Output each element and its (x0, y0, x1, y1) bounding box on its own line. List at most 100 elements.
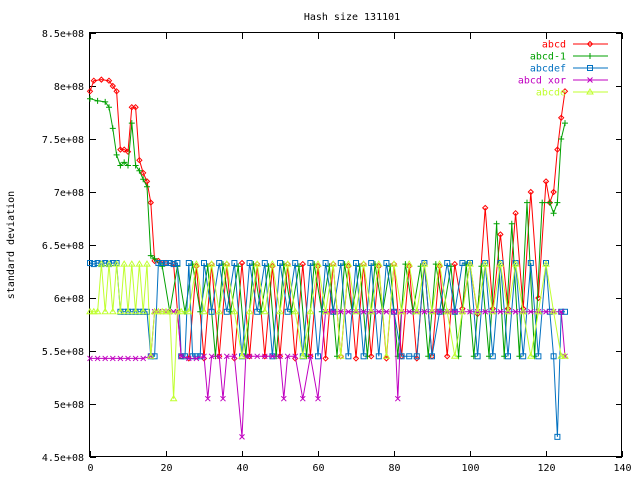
data-point-triangle (93, 307, 102, 315)
y-tick-label: 7e+08 (54, 188, 84, 199)
data-point-plus (524, 199, 530, 206)
data-point-triangle (443, 307, 452, 315)
data-point-square (587, 65, 593, 71)
data-point-square (208, 308, 215, 315)
series-line (89, 79, 566, 360)
data-point-triangle (390, 260, 398, 267)
data-point-diamond (139, 169, 147, 177)
data-point-plus (117, 162, 124, 169)
data-point-triangle (473, 307, 482, 315)
data-point-plus (587, 53, 593, 59)
data-point-diamond (561, 88, 569, 95)
data-point-square (562, 308, 568, 315)
data-point-cross (375, 308, 382, 315)
legend-label: abcdef (530, 64, 566, 75)
data-point-plus (364, 353, 371, 360)
data-point-plus (102, 98, 109, 105)
data-point-diamond (132, 103, 139, 111)
legend-label: abcd (542, 40, 566, 51)
data-point-plus (562, 120, 568, 127)
data-point-square (322, 260, 329, 267)
data-point-square (90, 261, 97, 268)
data-point-square (201, 260, 207, 267)
data-point-cross (246, 353, 253, 360)
data-point-cross (527, 308, 534, 315)
data-point-diamond (557, 114, 565, 122)
data-point-cross (239, 434, 245, 440)
y-tick-label: 5.5e+08 (42, 347, 84, 358)
data-point-triangle (561, 352, 569, 359)
data-point-diamond (554, 146, 561, 153)
data-point-diamond (481, 204, 489, 212)
data-point-diamond (98, 76, 105, 83)
data-point-square (87, 260, 93, 267)
data-point-cross (216, 353, 223, 360)
data-point-diamond (314, 262, 322, 270)
data-point-plus (470, 353, 477, 360)
data-point-plus (448, 263, 454, 270)
data-point-diamond (269, 262, 276, 270)
data-point-square (368, 260, 375, 267)
data-point-cross (307, 353, 314, 360)
data-point-plus (508, 220, 515, 227)
data-point-diamond (586, 40, 594, 48)
data-point-square (170, 261, 177, 268)
data-point-plus (87, 95, 93, 102)
data-point-triangle (135, 260, 144, 267)
x-tick-label: 80 (388, 463, 400, 474)
data-point-cross (497, 308, 504, 315)
data-point-triangle (215, 307, 224, 315)
data-point-triangle (276, 307, 284, 315)
data-point-diamond (246, 353, 253, 360)
data-point-triangle (184, 307, 193, 315)
data-point-square (307, 260, 314, 267)
data-point-triangle (124, 307, 132, 315)
data-point-triangle (192, 260, 201, 267)
data-point-triangle (458, 307, 467, 315)
data-point-diamond (436, 262, 443, 270)
data-point-triangle (230, 307, 239, 315)
data-point-cross (421, 308, 428, 315)
data-point-cross (436, 308, 443, 315)
data-point-plus (132, 162, 139, 169)
data-point-plus (558, 136, 565, 142)
data-point-triangle (89, 307, 98, 315)
data-point-plus (550, 210, 557, 217)
data-point-diamond (352, 355, 360, 362)
data-point-diamond (261, 353, 269, 360)
data-point-triangle (298, 352, 307, 359)
data-point-triangle (526, 352, 535, 359)
data-point-triangle (86, 307, 94, 315)
x-tick-label: 100 (461, 463, 479, 474)
data-point-cross (391, 308, 397, 315)
data-point-triangle (222, 260, 231, 267)
legend-label: abcde (536, 88, 566, 99)
data-point-cross (132, 355, 139, 362)
data-point-triangle (120, 260, 129, 267)
data-point-triangle (105, 260, 113, 267)
series-abcd-1 (87, 95, 568, 360)
data-point-diamond (497, 231, 504, 238)
data-point-diamond (136, 156, 143, 164)
data-point-plus (235, 263, 242, 270)
data-point-square (398, 353, 405, 360)
x-tick-label: 0 (87, 463, 93, 474)
data-point-diamond (113, 88, 120, 95)
data-point-diamond (238, 259, 246, 267)
legend-label: abcd xor (518, 76, 566, 87)
series-line (89, 98, 566, 357)
data-point-plus (144, 183, 150, 190)
data-point-cross (87, 355, 93, 362)
data-point-cross (451, 308, 458, 315)
data-point-cross (220, 395, 226, 402)
series-abcde (86, 260, 569, 402)
data-point-square (315, 353, 321, 360)
data-point-cross (280, 395, 287, 402)
data-point-triangle (131, 307, 140, 315)
data-point-triangle (488, 307, 497, 315)
data-point-square (550, 353, 557, 360)
data-point-triangle (586, 88, 594, 95)
data-point-cross (261, 353, 268, 360)
data-point-plus (159, 263, 166, 270)
data-point-square (216, 260, 223, 267)
